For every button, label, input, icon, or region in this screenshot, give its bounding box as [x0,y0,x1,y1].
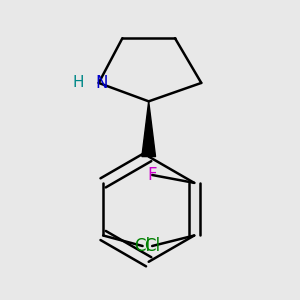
Text: Cl: Cl [134,237,151,255]
Polygon shape [142,101,155,157]
Text: Cl: Cl [144,237,160,255]
Text: F: F [147,166,157,184]
Text: N: N [95,74,108,92]
Text: H: H [73,75,85,90]
